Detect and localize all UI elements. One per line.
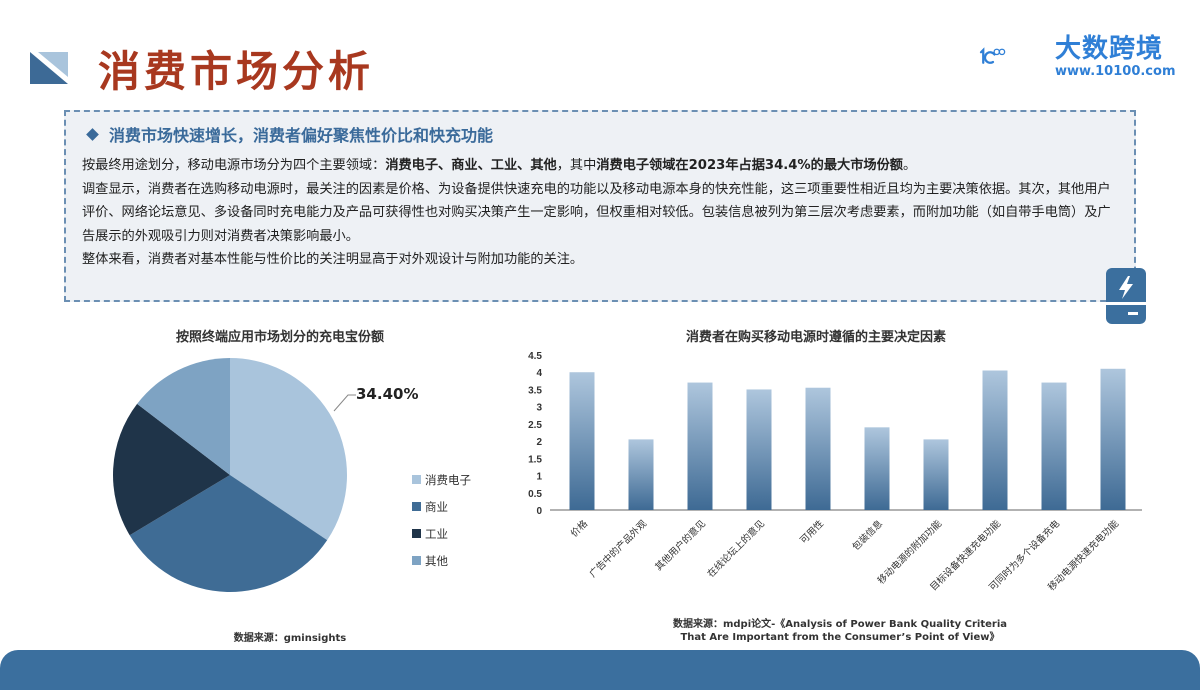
summary-paragraph-3: 整体来看，消费者对基本性能与性价比的关注明显高于对外观设计与附加功能的关注。 xyxy=(82,252,584,267)
power-bank-icon xyxy=(1106,268,1146,324)
bar xyxy=(982,370,1008,510)
summary-heading: 消费市场快速增长，消费者偏好聚焦性价比和快充功能 xyxy=(82,122,1118,146)
legend-label: 工业 xyxy=(425,526,448,541)
y-tick-label: 0 xyxy=(536,506,542,517)
pie-chart xyxy=(113,358,356,592)
legend-swatch xyxy=(412,529,421,538)
x-tick-label: 其他用户的意见 xyxy=(653,518,709,574)
bar xyxy=(1100,368,1126,510)
x-tick-label: 广告中的产品外观 xyxy=(587,517,650,580)
legend-item: 消费电子 xyxy=(412,466,471,493)
triangle-mark-icon xyxy=(30,52,68,84)
pie-slice-3 xyxy=(137,358,230,475)
y-tick-label: 1.5 xyxy=(528,454,542,465)
bar xyxy=(569,372,595,510)
x-tick-label: 价格 xyxy=(568,517,590,539)
y-tick-label: 3 xyxy=(536,403,542,414)
y-tick-label: 2 xyxy=(536,437,542,448)
pie-source: 数据来源：gminsights xyxy=(233,633,347,644)
summary-box: 消费市场快速增长，消费者偏好聚焦性价比和快充功能 按最终用途划分，移动电源市场分… xyxy=(64,110,1136,302)
bar xyxy=(923,439,949,510)
bar-source: 数据来源：mdpi论文-《Analysis of Power Bank Qual… xyxy=(672,619,1007,643)
pie-legend: 消费电子商业工业其他 xyxy=(412,466,471,574)
legend-label: 其他 xyxy=(425,553,448,568)
page-title: 消费市场分析 xyxy=(98,47,375,96)
bar xyxy=(864,427,890,510)
logo-url: www.10100.com xyxy=(1055,64,1176,79)
legend-swatch xyxy=(412,475,421,484)
legend-swatch xyxy=(412,502,421,511)
pie-chart-title: 按照终端应用市场划分的充电宝份额 xyxy=(176,330,385,345)
pie-slice-1 xyxy=(129,475,328,592)
y-tick-label: 2.5 xyxy=(528,420,542,431)
logo-brand: 大数跨境 xyxy=(1055,34,1164,64)
x-tick-label: 移动电源的附加功能 xyxy=(875,517,944,586)
bar xyxy=(687,382,713,510)
bar xyxy=(1041,382,1067,510)
footer-band xyxy=(0,650,1200,690)
y-tick-label: 4.5 xyxy=(528,351,542,362)
legend-item: 商业 xyxy=(412,493,471,520)
logo-mark-icon xyxy=(979,47,1006,64)
legend-item: 工业 xyxy=(412,520,471,547)
pie-slice-0 xyxy=(230,358,347,541)
y-tick-label: 0.5 xyxy=(528,489,542,500)
legend-swatch xyxy=(412,556,421,565)
summary-paragraph-1: 按最终用途划分，移动电源市场分为四个主要领域：消费电子、商业、工业、其他，其中消… xyxy=(82,158,917,173)
legend-label: 商业 xyxy=(425,499,448,514)
legend-item: 其他 xyxy=(412,547,471,574)
bar xyxy=(746,389,772,510)
bar xyxy=(628,439,654,510)
summary-heading-text: 消费市场快速增长，消费者偏好聚焦性价比和快充功能 xyxy=(109,126,494,145)
y-tick-label: 4 xyxy=(536,368,542,379)
legend-label: 消费电子 xyxy=(425,472,471,487)
y-tick-label: 1 xyxy=(536,472,542,483)
leader-line xyxy=(333,394,356,412)
y-tick-label: 3.5 xyxy=(528,385,542,396)
x-tick-label: 在线论坛上的意见 xyxy=(705,518,767,580)
pie-slice-2 xyxy=(113,403,230,536)
summary-paragraph-2: 调查显示，消费者在选购移动电源时，最关注的因素是价格、为设备提供快速充电的功能以… xyxy=(82,181,1111,244)
bar xyxy=(805,387,831,510)
x-tick-label: 包装信息 xyxy=(850,518,885,553)
diamond-bullet-icon xyxy=(86,127,99,141)
pie-data-label: 34.40% xyxy=(356,385,419,403)
bar-chart-title: 消费者在购买移动电源时遵循的主要决定因素 xyxy=(686,330,947,345)
x-tick-label: 可用性 xyxy=(797,517,826,546)
